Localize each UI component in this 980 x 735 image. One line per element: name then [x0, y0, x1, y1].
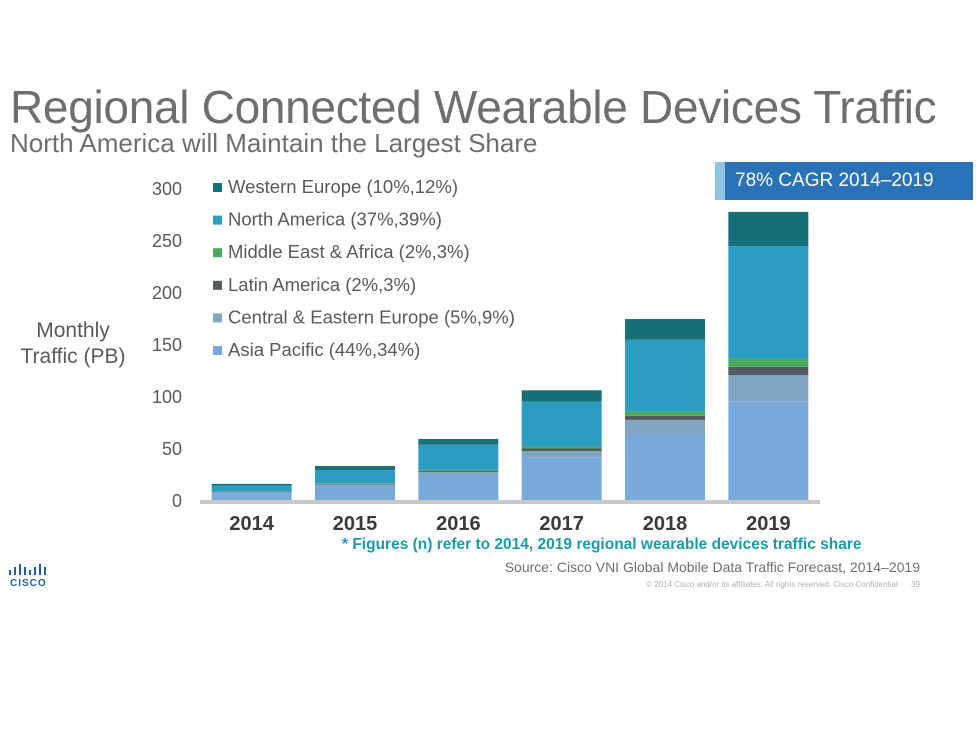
y-axis-label-line-2: Traffic (PB) [20, 345, 126, 368]
bar-segment-2015-1 [315, 484, 395, 487]
legend-label: Asia Pacific (44%,34%) [228, 339, 420, 360]
legend-label: North America (37%,39%) [228, 209, 442, 230]
bar-segment-2019-4 [728, 246, 809, 359]
x-tick-label: 2016 [436, 513, 481, 535]
y-axis-label: Monthly Traffic (PB) [12, 318, 134, 370]
bar-segment-2019-3 [728, 358, 809, 367]
bar-segment-2019-2 [728, 366, 809, 376]
source-note: Source: Cisco VNI Global Mobile Data Tra… [504, 559, 920, 575]
page-number: 39 [911, 580, 920, 589]
cagr-badge: 78% CAGR 2014–2019 [715, 162, 973, 200]
legend-label: Middle East & Africa (2%,3%) [228, 241, 470, 262]
bar-segment-2017-5 [521, 390, 602, 402]
x-tick-label: 2019 [746, 513, 791, 535]
cisco-logo-text: CISCO [10, 578, 47, 589]
legend-swatch [213, 280, 222, 290]
bar-segment-2015-2 [315, 483, 395, 485]
x-tick-label: 2017 [539, 513, 584, 535]
legend-label: Central & Eastern Europe (5%,9%) [228, 306, 515, 327]
y-tick-label: 0 [172, 491, 182, 511]
x-tick-label: 2018 [643, 513, 688, 535]
bar-segment-2016-4 [418, 444, 499, 470]
bar-segment-2017-4 [521, 401, 602, 447]
y-tick-label: 100 [152, 387, 182, 407]
bar-segment-2018-3 [625, 411, 705, 416]
bar-segment-2014-0 [211, 493, 292, 500]
legend-label: Western Europe (10%,12%) [228, 176, 458, 197]
bar-segment-2019-0 [728, 401, 809, 500]
y-tick-label: 200 [152, 283, 182, 303]
legend-label: Latin America (2%,3%) [228, 274, 416, 295]
y-tick-label: 250 [152, 231, 182, 251]
bar-segment-2014-4 [211, 485, 292, 492]
bar-segment-2015-4 [315, 470, 395, 484]
bar-segment-2018-5 [625, 319, 705, 340]
copyright-note: © 2014 Cisco and/or its affiliates. All … [646, 580, 920, 589]
bar-segment-2016-5 [418, 438, 499, 445]
y-tick-label: 300 [152, 179, 182, 199]
bar-segment-2014-5 [211, 483, 292, 486]
slide-title: Regional Connected Wearable Devices Traf… [10, 81, 937, 133]
legend-swatch [213, 215, 222, 225]
bar-segment-2017-2 [521, 448, 602, 452]
bar-segment-2014-1 [211, 492, 292, 494]
bar-segment-2016-3 [418, 469, 499, 471]
bar-segment-2016-0 [418, 475, 499, 500]
y-tick-label: 50 [162, 439, 182, 459]
x-axis-line [200, 500, 820, 504]
legend-swatch [213, 346, 222, 355]
bar-segment-2019-1 [728, 375, 809, 402]
bar-segment-2016-2 [418, 470, 499, 472]
bar-segment-2015-0 [315, 486, 395, 500]
x-tick-label: 2015 [333, 513, 378, 535]
cisco-bridge-icon [9, 564, 46, 575]
y-axis-label-line-1: Monthly [36, 319, 110, 342]
stacked-bar-chart: 0 50 100 150 200 250 300 2014 2015 2016 2017 2018 20… [152, 176, 820, 535]
bar-segment-2017-0 [521, 457, 602, 500]
bar-segment-2019-5 [728, 211, 809, 247]
footnote: * Figures (n) refer to 2014, 2019 region… [342, 536, 862, 553]
slide-subtitle: North America will Maintain the Largest … [10, 128, 538, 158]
cagr-badge-label: 78% CAGR 2014–2019 [735, 170, 934, 191]
bar-segment-2017-3 [521, 446, 602, 449]
bar-segment-2015-3 [315, 483, 395, 484]
bar-segment-2017-1 [521, 451, 602, 458]
x-tick-label: 2014 [229, 513, 274, 535]
legend-swatch [213, 183, 222, 192]
bar-segment-2015-5 [315, 465, 395, 471]
copyright-text: © 2014 Cisco and/or its affiliates. All … [646, 580, 898, 589]
bar-segment-2018-4 [625, 339, 705, 412]
bar-segment-2018-1 [625, 419, 705, 436]
bar-segment-2018-2 [625, 415, 705, 420]
bar-segment-2018-0 [625, 435, 705, 500]
y-tick-label: 150 [152, 335, 182, 355]
legend-swatch [213, 313, 222, 323]
bar-segment-2016-1 [418, 471, 499, 476]
legend-swatch [213, 248, 222, 258]
